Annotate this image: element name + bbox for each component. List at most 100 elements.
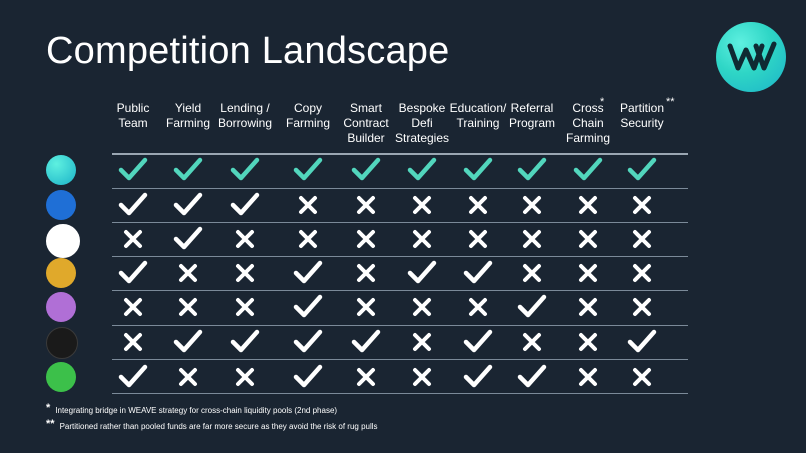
check-icon [118,364,148,390]
check-icon [230,157,260,183]
cross-icon [407,294,437,320]
e-logo-icon [46,362,76,392]
column-header: Smart Contract Builder [343,101,389,145]
cross-icon [627,294,657,320]
check-icon [293,364,323,390]
row-divider [112,290,688,291]
harvest-logo-icon [46,224,80,258]
cross-icon [230,226,260,252]
cross-icon [407,192,437,218]
weave-logo-icon [46,155,76,185]
check-icon [118,192,148,218]
column-header: Lending / Borrowing [217,101,273,130]
cross-icon [173,294,203,320]
check-icon [463,364,493,390]
page-title: Competition Landscape [46,30,450,72]
check-icon [517,294,547,320]
check-icon [293,260,323,286]
cross-icon [517,192,547,218]
column-header: Referral Program [508,101,555,130]
cross-icon [351,364,381,390]
cross-icon [230,260,260,286]
footnote-marker: ** [666,96,675,108]
cross-icon [173,364,203,390]
cross-icon [573,260,603,286]
check-icon [463,260,493,286]
row-divider [112,325,688,326]
column-header: Bespoke Defi Strategies [394,101,450,145]
check-icon [573,157,603,183]
footnote-mark: ** [46,418,55,430]
check-icon [627,329,657,355]
check-icon [627,157,657,183]
check-icon [293,329,323,355]
footnote-text: Integrating bridge in WEAVE strategy for… [55,406,338,415]
check-icon [517,364,547,390]
cross-icon [407,226,437,252]
footnote: ** Partitioned rather than pooled funds a… [46,418,378,432]
footnote: * Integrating bridge in WEAVE strategy fo… [46,402,338,416]
check-icon [118,260,148,286]
footnote-marker: * [600,96,605,108]
cross-icon [230,364,260,390]
column-header: Education/ Training [449,101,507,130]
cube-logo-icon [46,327,78,359]
row-divider [112,188,688,189]
cross-icon [517,260,547,286]
cross-icon [230,294,260,320]
check-icon [173,329,203,355]
pickle-logo-icon [46,292,76,322]
check-icon [173,226,203,252]
cross-icon [118,226,148,252]
cross-icon [573,329,603,355]
cross-icon [573,294,603,320]
cross-icon [573,226,603,252]
cross-icon [627,226,657,252]
cross-icon [517,226,547,252]
check-icon [118,157,148,183]
check-icon [407,260,437,286]
check-icon [173,157,203,183]
weave-brand-logo-icon [716,22,786,92]
cross-icon [463,294,493,320]
check-icon [463,157,493,183]
cross-icon [463,226,493,252]
cross-icon [173,260,203,286]
cross-icon [627,192,657,218]
check-icon [463,329,493,355]
column-header: Cross Chain Farming [565,101,610,145]
check-icon [230,329,260,355]
row-divider [112,222,688,223]
cross-icon [573,364,603,390]
check-icon [517,157,547,183]
footnote-text: Partitioned rather than pooled funds are… [59,422,378,431]
check-icon [351,157,381,183]
check-icon [230,192,260,218]
cross-icon [118,294,148,320]
row-divider [112,393,688,394]
row-divider [112,153,688,155]
donkey-logo-icon [46,258,76,288]
column-header: Public Team [116,101,150,130]
cross-icon [293,226,323,252]
cross-icon [517,329,547,355]
row-divider [112,256,688,257]
check-icon [173,192,203,218]
cross-icon [573,192,603,218]
cross-icon [293,192,323,218]
yearn-logo-icon [46,190,76,220]
column-header: Copy Farming [285,101,330,130]
row-divider [112,359,688,360]
cross-icon [627,364,657,390]
cross-icon [351,226,381,252]
column-header: Yield Farming [165,101,210,130]
cross-icon [627,260,657,286]
cross-icon [407,329,437,355]
check-icon [407,157,437,183]
column-header: Partition Security [619,101,665,130]
cross-icon [351,294,381,320]
cross-icon [351,192,381,218]
check-icon [351,329,381,355]
check-icon [293,294,323,320]
footnote-mark: * [46,402,51,414]
